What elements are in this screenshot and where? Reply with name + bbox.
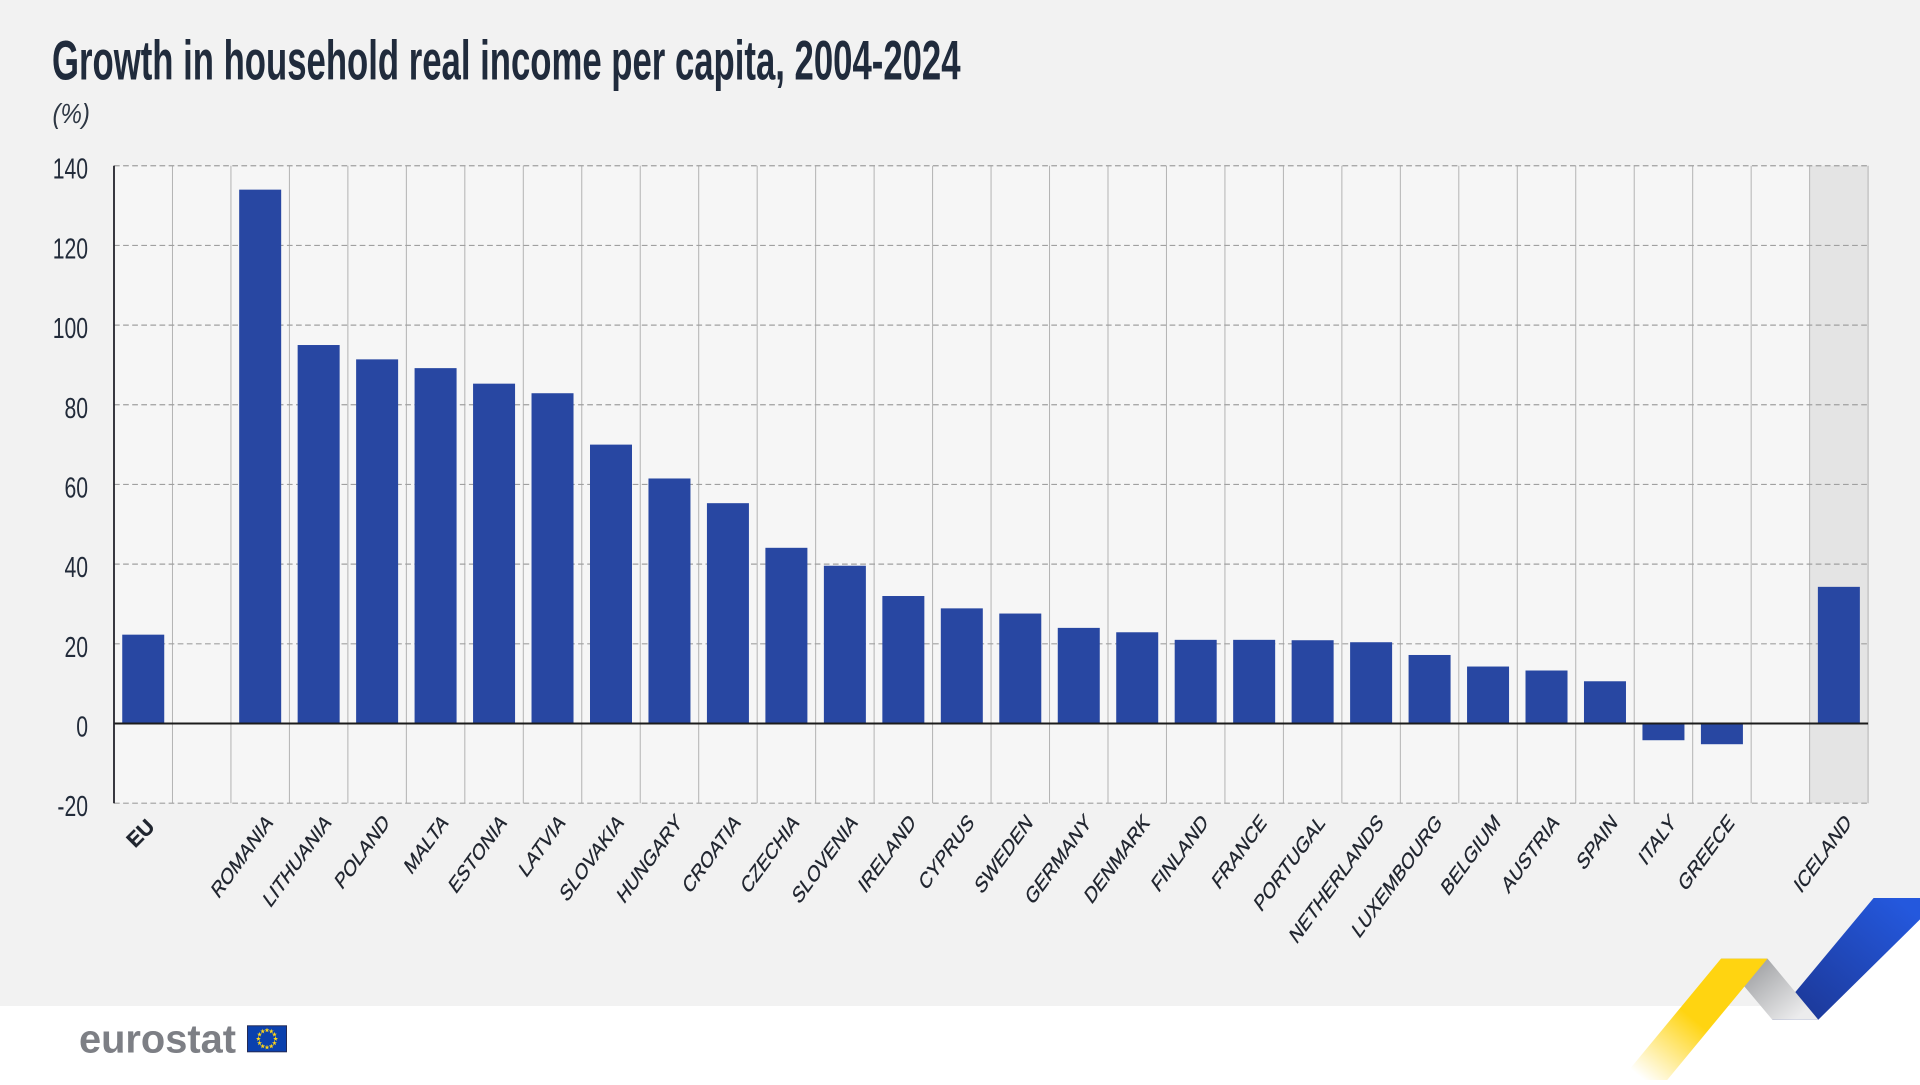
svg-text:40: 40 xyxy=(64,552,88,584)
svg-text:0: 0 xyxy=(76,711,88,743)
svg-text:eurostat: eurostat xyxy=(79,1017,236,1061)
svg-text:100: 100 xyxy=(53,313,88,345)
svg-text:80: 80 xyxy=(64,393,88,425)
svg-text:-20: -20 xyxy=(57,791,88,823)
svg-text:20: 20 xyxy=(64,632,88,664)
svg-text:Growth in household real incom: Growth in household real income per capi… xyxy=(52,29,961,92)
svg-text:120: 120 xyxy=(53,233,88,265)
svg-text:(%): (%) xyxy=(53,97,90,129)
svg-text:60: 60 xyxy=(64,472,88,504)
svg-text:140: 140 xyxy=(53,154,88,186)
